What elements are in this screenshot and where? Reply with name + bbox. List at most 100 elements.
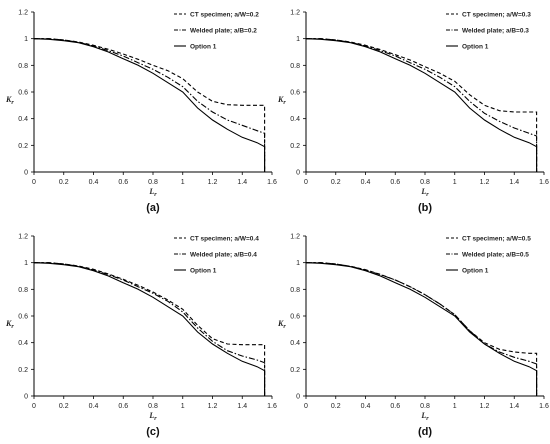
- y-tick-label: 0.8: [290, 63, 300, 70]
- y-tick-label: 0.4: [290, 116, 300, 123]
- y-tick-label: 0.4: [290, 340, 300, 347]
- chart-panel-a: 0 0.2 0.4 0.6 0.8 1 1.2 1.4 1.6 0 0.2 0.4 0.6 0.8 1 1.2…: [5, 10, 277, 215]
- series-line-dashed: [34, 262, 266, 396]
- x-tick-label: 1: [181, 403, 185, 410]
- series-line-dashed: [306, 38, 538, 172]
- legend-entry: Welded plate; a/B=0.3: [462, 27, 529, 34]
- x-tick-label: 1.2: [208, 179, 218, 186]
- x-axis-label: Lr: [420, 187, 429, 198]
- y-tick-label: 1.2: [18, 234, 28, 241]
- x-tick-label: 1.6: [267, 403, 277, 410]
- y-tick-label: 0.6: [18, 90, 28, 97]
- legend-entry: Option 1: [190, 43, 217, 50]
- series-line-dashdot: [34, 262, 266, 396]
- x-tick-label: 0.2: [59, 403, 69, 410]
- y-tick-label: 0: [24, 170, 28, 177]
- legend-entry: CT specimen; a/W=0.4: [190, 235, 259, 242]
- y-axis-label: Kr: [277, 95, 286, 106]
- legend-entry: Welded plate; a/B=0.5: [462, 251, 529, 258]
- y-tick-label: 1: [24, 260, 28, 267]
- x-tick-label: 0.6: [118, 179, 128, 186]
- x-tick-label: 0.8: [148, 179, 158, 186]
- y-tick-label: 0.2: [290, 367, 300, 374]
- y-tick-label: 0: [296, 170, 300, 177]
- x-tick-label: 1.4: [237, 179, 247, 186]
- series-line-dashdot: [306, 38, 538, 172]
- x-tick-label: 0: [32, 403, 36, 410]
- y-tick-label: 0.4: [18, 116, 28, 123]
- x-tick-label: 0.8: [148, 403, 158, 410]
- series-line-solid: [33, 262, 266, 396]
- y-tick-label: 0.2: [18, 143, 28, 150]
- y-tick-label: 1: [296, 260, 300, 267]
- y-tick-label: 0: [296, 394, 300, 401]
- x-tick-label: 0.2: [331, 403, 341, 410]
- x-tick-label: 0.6: [390, 403, 400, 410]
- legend-entry: Option 1: [462, 267, 489, 274]
- x-tick-label: 1.4: [509, 403, 519, 410]
- x-tick-label: 1.6: [267, 179, 277, 186]
- x-tick-label: 1.2: [480, 403, 490, 410]
- x-tick-label: 1.4: [509, 179, 519, 186]
- legend-entry: Option 1: [190, 267, 217, 274]
- legend-entry: CT specimen; a/W=0.5: [462, 235, 531, 242]
- x-tick-label: 0.4: [361, 403, 371, 410]
- series-line-dashdot: [306, 262, 538, 396]
- panel-label: (b): [418, 202, 432, 214]
- x-tick-label: 0: [304, 179, 308, 186]
- x-tick-label: 0.4: [89, 403, 99, 410]
- legend-entry: Option 1: [462, 43, 489, 50]
- y-tick-label: 1.2: [290, 10, 300, 17]
- x-tick-label: 0.8: [420, 403, 430, 410]
- x-axis-label: Lr: [148, 187, 157, 198]
- chart-panel-d: 0 0.2 0.4 0.6 0.8 1 1.2 1.4 1.6 0 0.2 0.4 0.6 0.8 1 1.2…: [277, 234, 549, 439]
- series-line-dashed: [34, 38, 266, 172]
- legend-entry: CT specimen; a/W=0.2: [190, 11, 259, 18]
- y-tick-label: 1.2: [18, 10, 28, 17]
- y-tick-label: 0.4: [18, 340, 28, 347]
- series-line-dashdot: [34, 38, 266, 172]
- x-tick-label: 0.4: [89, 179, 99, 186]
- x-tick-label: 1.6: [539, 179, 549, 186]
- series-line-solid: [305, 262, 538, 396]
- legend-entry: Welded plate; a/B=0.2: [190, 27, 257, 34]
- legend-entry: CT specimen; a/W=0.3: [462, 11, 531, 18]
- y-axis-label: Kr: [5, 319, 14, 330]
- x-tick-label: 0.6: [118, 403, 128, 410]
- x-tick-label: 1.2: [480, 179, 490, 186]
- chart-panel-b: 0 0.2 0.4 0.6 0.8 1 1.2 1.4 1.6 0 0.2 0.4 0.6 0.8 1 1.2…: [277, 10, 549, 215]
- y-tick-label: 0.2: [18, 367, 28, 374]
- x-tick-label: 0: [304, 403, 308, 410]
- x-tick-label: 1: [181, 179, 185, 186]
- y-axis-label: Kr: [277, 319, 286, 330]
- y-axis-label: Kr: [5, 95, 14, 106]
- x-axis-label: Lr: [420, 411, 429, 422]
- y-tick-label: 1.2: [290, 234, 300, 241]
- y-tick-label: 0.8: [18, 287, 28, 294]
- x-tick-label: 0.2: [59, 179, 69, 186]
- y-tick-label: 0.8: [290, 287, 300, 294]
- x-tick-label: 0.8: [420, 179, 430, 186]
- y-tick-label: 1: [296, 36, 300, 43]
- y-tick-label: 0: [24, 394, 28, 401]
- series-line-dashed: [306, 262, 538, 396]
- x-tick-label: 1: [453, 179, 457, 186]
- x-tick-label: 0.4: [361, 179, 371, 186]
- x-axis-label: Lr: [148, 411, 157, 422]
- y-tick-label: 0.6: [290, 314, 300, 321]
- y-tick-label: 0.6: [18, 314, 28, 321]
- y-tick-label: 0.6: [290, 90, 300, 97]
- x-tick-label: 0.2: [331, 179, 341, 186]
- panel-label: (d): [418, 426, 432, 438]
- y-tick-label: 0.8: [18, 63, 28, 70]
- legend-entry: Welded plate; a/B=0.4: [190, 251, 257, 258]
- x-tick-label: 1: [453, 403, 457, 410]
- x-tick-label: 0.6: [390, 179, 400, 186]
- series-line-solid: [305, 38, 538, 172]
- x-tick-label: 0: [32, 179, 36, 186]
- panel-label: (c): [146, 426, 160, 438]
- x-tick-label: 1.6: [539, 403, 549, 410]
- series-line-solid: [33, 38, 266, 172]
- x-tick-label: 1.4: [237, 403, 247, 410]
